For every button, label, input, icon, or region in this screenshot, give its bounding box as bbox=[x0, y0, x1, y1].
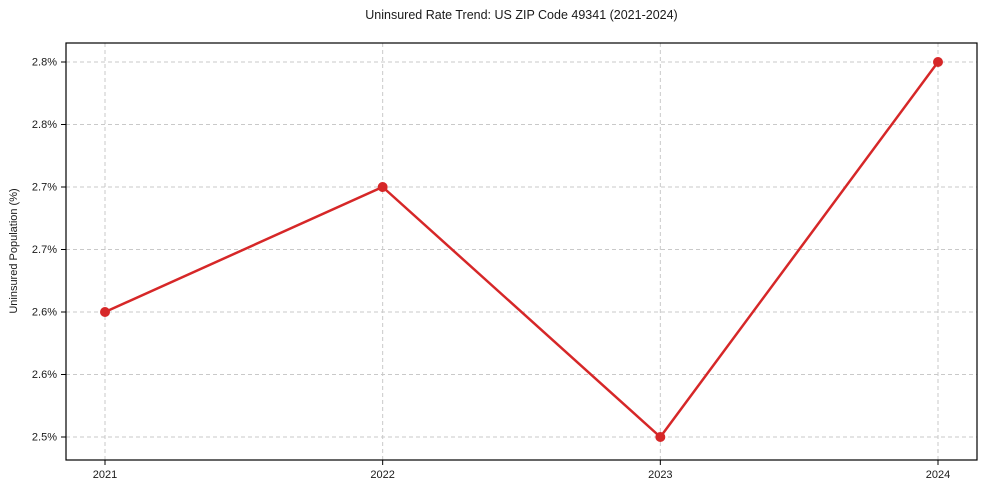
x-tick-label: 2024 bbox=[926, 469, 950, 481]
y-tick-label: 2.6% bbox=[32, 307, 57, 319]
y-tick-label: 2.8% bbox=[32, 119, 57, 131]
y-tick-label: 2.7% bbox=[32, 182, 57, 194]
data-point-marker bbox=[100, 307, 111, 317]
y-tick-label: 2.8% bbox=[32, 57, 57, 69]
data-point-marker bbox=[932, 57, 943, 67]
trend-line bbox=[103, 60, 940, 439]
x-tick-label: 2023 bbox=[648, 469, 672, 481]
data-point-marker bbox=[655, 432, 666, 442]
x-tick-label: 2021 bbox=[93, 469, 117, 481]
x-tick-label: 2022 bbox=[370, 469, 394, 481]
plot-border bbox=[65, 42, 978, 461]
y-tick-label: 2.6% bbox=[32, 369, 57, 381]
chart-title: Uninsured Rate Trend: US ZIP Code 49341 … bbox=[365, 8, 678, 22]
y-tick-label: 2.7% bbox=[32, 244, 57, 256]
y-tick-label: 2.5% bbox=[32, 432, 57, 444]
data-point-marker bbox=[377, 182, 388, 192]
